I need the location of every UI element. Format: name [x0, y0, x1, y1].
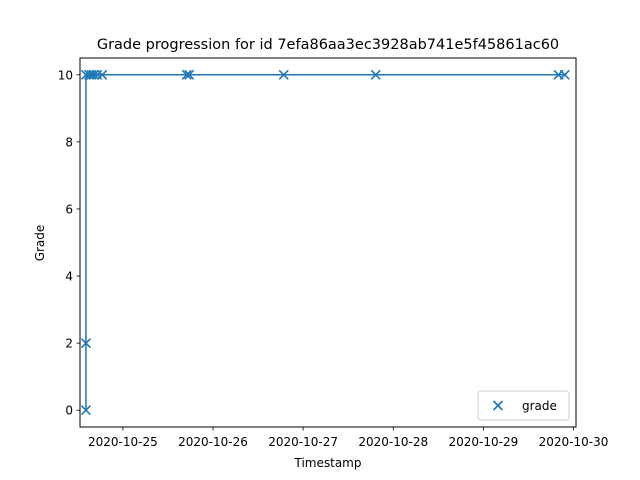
x-tick-label: 2020-10-27 [268, 435, 338, 449]
x-axis-ticks: 2020-10-25 2020-10-26 2020-10-27 2020-10-28… [88, 427, 608, 449]
y-axis-ticks: 0 2 4 6 8 10 [58, 68, 80, 418]
data-point-marker [80, 338, 92, 349]
data-point-marker [181, 69, 192, 80]
y-tick-label: 8 [65, 135, 73, 149]
x-tick-label: 2020-10-25 [88, 435, 158, 449]
series-layer [80, 69, 570, 416]
data-point-marker [89, 69, 100, 80]
legend-marker-icon [492, 400, 504, 411]
y-tick-label: 10 [58, 68, 73, 82]
data-point-marker [278, 69, 289, 80]
x-tick-label: 2020-10-30 [539, 435, 609, 449]
x-tick-label: 2020-10-28 [358, 435, 428, 449]
chart-title: Grade progression for id 7efa86aa3ec3928… [97, 37, 559, 53]
y-tick-label: 6 [65, 202, 73, 216]
y-tick-label: 4 [65, 270, 73, 284]
y-tick-label: 2 [65, 337, 73, 351]
legend-label: grade [522, 399, 557, 413]
data-point-marker [184, 69, 195, 80]
x-tick-label: 2020-10-26 [178, 435, 248, 449]
legend-box [477, 390, 570, 421]
data-point-marker [370, 69, 381, 80]
data-point-marker [97, 69, 108, 80]
data-point-marker [559, 69, 570, 80]
x-axis-label: Timestamp [294, 456, 362, 470]
y-axis-label: Grade [33, 225, 47, 262]
data-point-marker [80, 405, 92, 416]
legend: grade [477, 390, 570, 421]
x-tick-label: 2020-10-29 [448, 435, 518, 449]
y-tick-label: 0 [65, 404, 73, 418]
axes-frame [79, 57, 577, 428]
